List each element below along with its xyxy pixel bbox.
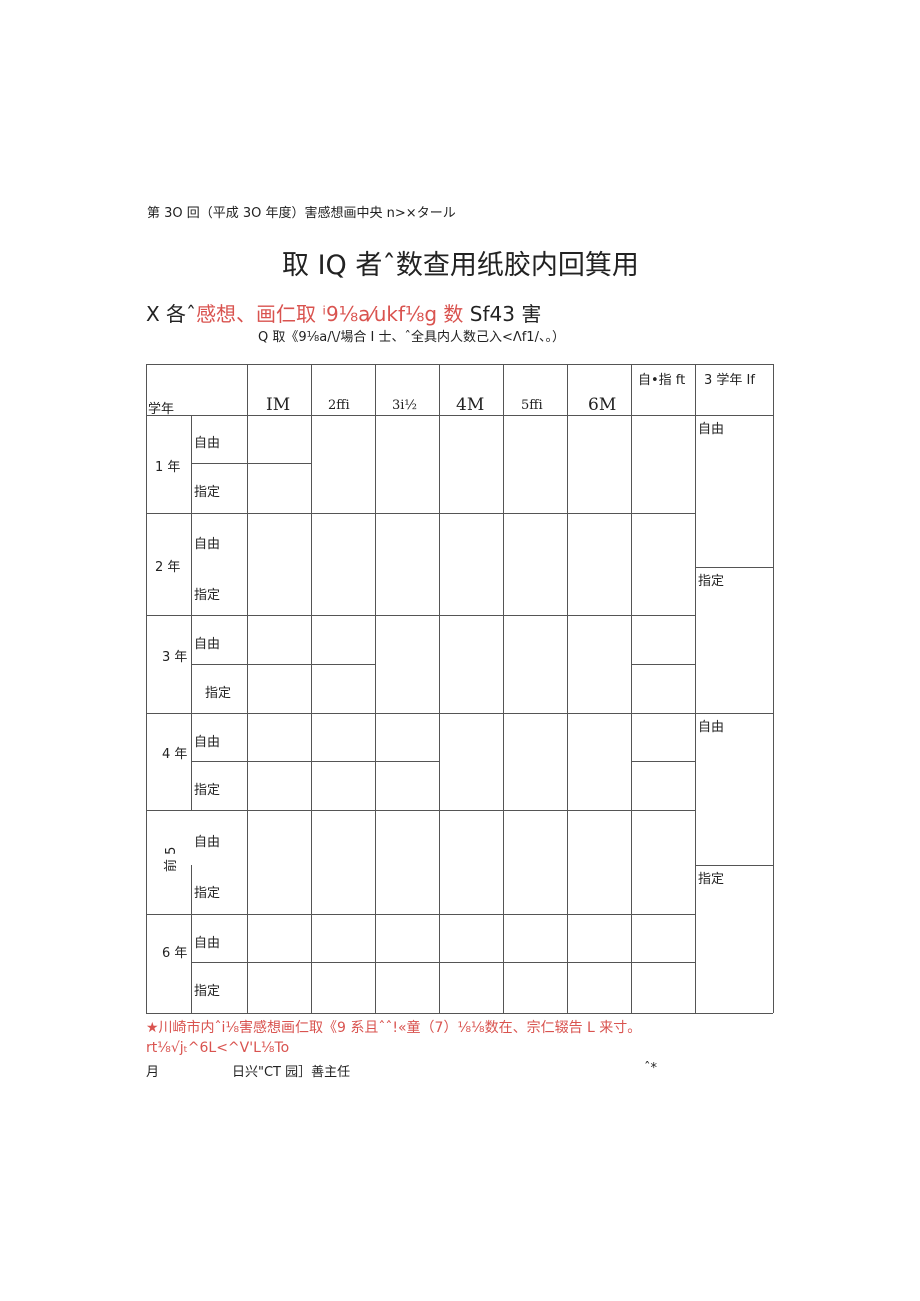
- grade-5: 前 5: [164, 846, 179, 872]
- label-designated: 指定: [194, 485, 221, 500]
- header-free-designated: 自•指 ft: [638, 373, 686, 388]
- label-designated: 指定: [194, 783, 221, 798]
- label-free: 自由: [194, 936, 221, 951]
- label-free: 自由: [698, 720, 725, 735]
- subtitle-prefix: X 各ˆ: [146, 302, 197, 326]
- label-designated: 指定: [205, 686, 232, 701]
- label-free: 自由: [194, 735, 221, 750]
- header-col-1: IM: [266, 395, 291, 415]
- subtitle-suffix: Sf43 害: [463, 302, 542, 326]
- header-3-grade: 3 学年 If: [704, 373, 755, 388]
- subtitle-red: 感想、画仁取 ⁱ9⅛a⁄ukf⅛g 数: [196, 302, 464, 326]
- header-col-6: 6M: [588, 395, 617, 415]
- footnote-2: rt⅛√jₜ^6L<^V'L⅛To: [146, 1040, 290, 1056]
- grade-3: 3 年: [162, 650, 188, 665]
- label-designated: 指定: [194, 984, 221, 999]
- header-col-2: 2ffi: [328, 398, 350, 413]
- header-col-5: 5ffi: [521, 398, 543, 413]
- label-designated: 指定: [698, 872, 725, 887]
- header-line: 第 3O 回（平成 3O 年度）害感想画中央 n>×タール: [147, 206, 456, 221]
- grade-6: 6 年: [162, 946, 188, 961]
- label-free: 自由: [194, 436, 221, 451]
- grade-2: 2 年: [155, 560, 181, 575]
- label-free: 自由: [194, 835, 221, 850]
- header-col-4: 4M: [456, 395, 485, 415]
- grade-1: 1 年: [155, 460, 181, 475]
- footnote-1: ★川崎市内ˆi⅛害感想画仁取《9 系且ˆˆ!«童（7）⅛⅛数在、宗仁辍告 L 来…: [146, 1020, 642, 1036]
- label-designated: 指定: [194, 588, 221, 603]
- label-free: 自由: [698, 422, 725, 437]
- note: Q 取《9⅛a/\/場合 I 士、ˆ全具内人数己入<Λf1/、。）: [258, 330, 565, 345]
- label-free: 自由: [194, 537, 221, 552]
- footer-mark: ˆ*: [644, 1061, 657, 1076]
- page-title: 取 IQ 者ˆ数查用纸胶内回箕用: [282, 250, 639, 281]
- label-designated: 指定: [698, 574, 725, 589]
- header-grade: 学年: [148, 402, 175, 417]
- header-col-3: 3i½: [392, 398, 418, 413]
- grade-4: 4 年: [162, 747, 188, 762]
- footer-month: 月: [146, 1065, 160, 1080]
- footer-day-line: 日兴"CT 园］善主任: [232, 1065, 351, 1080]
- subtitle: X 各ˆ感想、画仁取 ⁱ9⅛a⁄ukf⅛g 数 Sf43 害: [146, 298, 541, 327]
- label-free: 自由: [194, 637, 221, 652]
- label-designated: 指定: [194, 886, 221, 901]
